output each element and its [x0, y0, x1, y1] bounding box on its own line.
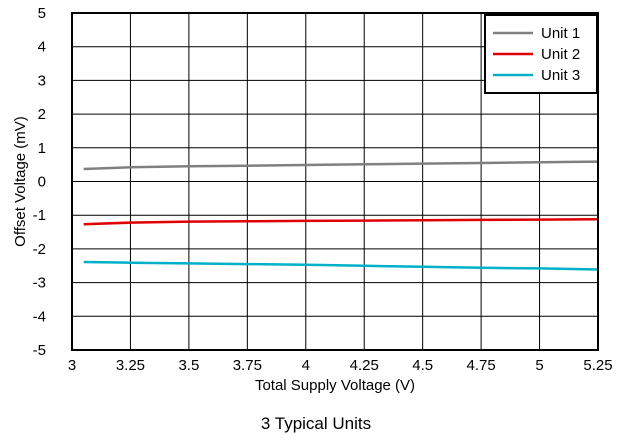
series-line-unit-1 [83, 160, 599, 171]
y-axis-label: Offset Voltage (mV) [12, 116, 29, 247]
offset-voltage-chart: 3 3.25 3.5 3.75 4 4.25 4.5 4.75 5 5.25 -5 -4 -3 -2 -1 0… [12, 5, 613, 394]
y-tick-label: -4 [33, 308, 46, 325]
tick-labels: 3 3.25 3.5 3.75 4 4.25 4.5 4.75 5 5.25 -5 -4 -3 -2 -1 0… [33, 5, 613, 374]
series-line-unit-3 [83, 260, 599, 271]
x-tick-label: 3.75 [233, 357, 262, 374]
x-tick-label: 3.5 [178, 357, 199, 374]
y-tick-label: 2 [38, 106, 46, 123]
x-tick-label: 4.5 [412, 357, 433, 374]
legend-label-unit-3: Unit 3 [541, 67, 580, 84]
plot-frame [71, 12, 599, 351]
x-tick-label: 3.25 [116, 357, 145, 374]
legend: Unit 1 Unit 2 Unit 3 [484, 14, 598, 94]
y-tick-label: -3 [33, 275, 46, 292]
legend-box [484, 14, 598, 94]
y-tick-label: -2 [33, 241, 46, 258]
series-line-unit-2 [83, 217, 599, 226]
y-tick-label: 5 [38, 5, 46, 22]
y-tick-label: 0 [38, 174, 46, 191]
x-tick-label: 5 [535, 357, 543, 374]
x-tick-label: 4.75 [467, 357, 496, 374]
series-layer [83, 160, 599, 271]
y-tick-label: -1 [33, 207, 46, 224]
y-tick-label: -5 [33, 342, 46, 359]
x-tick-label: 5.25 [583, 357, 612, 374]
x-axis-label: Total Supply Voltage (V) [255, 377, 415, 394]
legend-label-unit-1: Unit 1 [541, 25, 580, 42]
x-tick-label: 4.25 [350, 357, 379, 374]
legend-label-unit-2: Unit 2 [541, 46, 580, 63]
y-tick-label: 3 [38, 72, 46, 89]
y-tick-label: 1 [38, 140, 46, 157]
x-tick-label: 3 [68, 357, 76, 374]
chart-caption: 3 Typical Units [260, 414, 372, 433]
x-tick-label: 4 [302, 357, 310, 374]
y-tick-label: 4 [38, 39, 46, 56]
